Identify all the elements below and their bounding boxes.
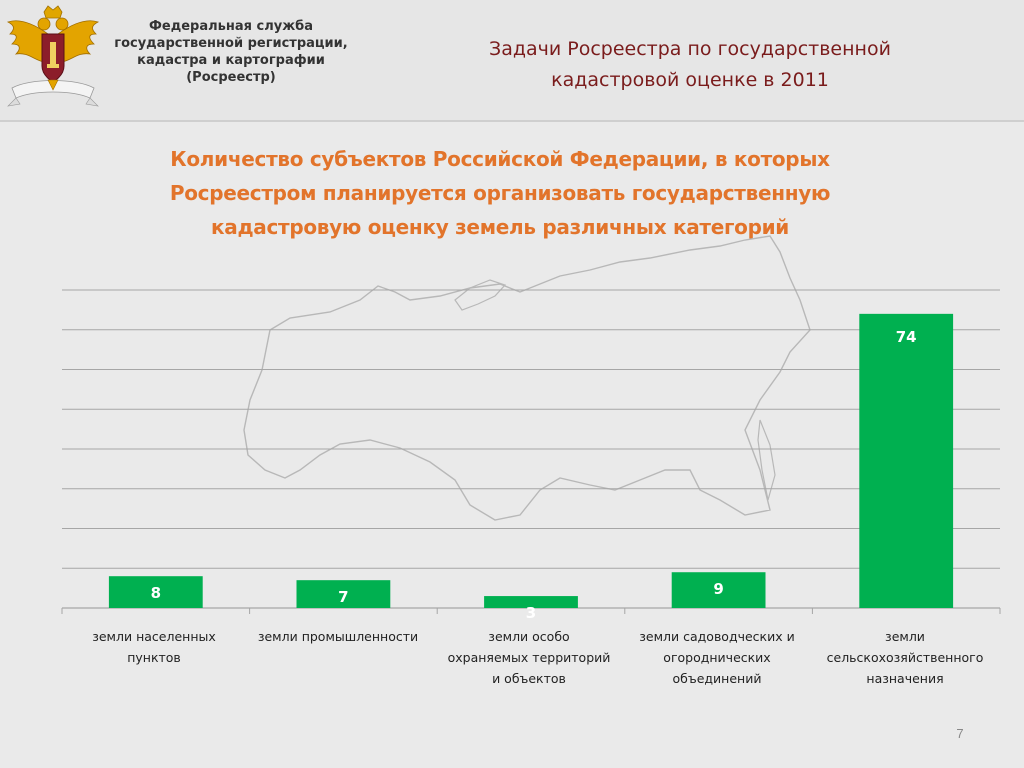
category-label-line: сельскохозяйственного — [826, 650, 984, 665]
chart-title: Количество субъектов Российской Федераци… — [100, 142, 900, 244]
bar-value-label-3: 9 — [713, 580, 723, 598]
category-label-agricultural: земли сельскохозяйственного назначения — [813, 626, 997, 689]
category-label-line: земли садоводческих и — [639, 629, 795, 644]
category-label-gardening: земли садоводческих и огороднических объ… — [625, 626, 809, 689]
chart-title-line-3: кадастровую оценку земель различных кате… — [210, 215, 790, 239]
category-label-line: огороднических — [663, 650, 771, 665]
bar-2 — [484, 596, 578, 608]
gridlines — [62, 289, 1000, 569]
category-label-line: назначения — [866, 671, 944, 686]
bar-value-label-1: 7 — [338, 588, 348, 606]
bar-0 — [108, 576, 203, 608]
slide-title: Задачи Росреестра по государственной кад… — [430, 34, 950, 96]
category-label-line: земли промышленности — [257, 629, 419, 644]
bar-3 — [671, 572, 766, 608]
org-line-3: кадастра и картографии — [137, 53, 325, 68]
bars — [108, 313, 954, 608]
chart-title-line-2: Росреестром планируется организовать гос… — [169, 181, 831, 205]
category-label-line: земли — [885, 629, 925, 644]
rosreestr-emblem-icon — [6, 5, 100, 107]
category-label-line: и объектов — [492, 671, 566, 686]
header-band — [0, 0, 1024, 120]
russia-map-outline — [243, 235, 811, 521]
organization-name: Федеральная служба государственной регис… — [106, 18, 356, 86]
bar-value-label-2: 3 — [526, 604, 536, 622]
bar-1 — [296, 580, 391, 608]
category-label-line: земли населенных — [92, 629, 216, 644]
org-line-2: государственной регистрации, — [114, 36, 348, 51]
page-number: 7 — [956, 726, 964, 741]
slide-title-line-1: Задачи Росреестра по государственной — [489, 38, 891, 60]
sakhalin-outline — [757, 419, 776, 501]
slide-title-line-2: кадастровой оценке в 2011 — [551, 69, 829, 91]
category-label-protected: земли особо охраняемых территорий и объе… — [437, 626, 621, 689]
category-label-settlements: земли населенных пунктов — [62, 626, 246, 668]
header-divider — [0, 120, 1024, 122]
category-label-line: охраняемых территорий — [447, 650, 611, 665]
bar-value-label-4: 74 — [896, 328, 917, 346]
category-label-line: пунктов — [127, 650, 181, 665]
data-labels: 8 7 3 9 74 — [151, 328, 917, 622]
bar-4 — [859, 313, 954, 608]
org-line-4: (Росреестр) — [186, 70, 276, 85]
bar-value-label-0: 8 — [151, 584, 161, 602]
category-label-line: объединений — [672, 671, 762, 686]
category-label-line: земли особо — [488, 629, 570, 644]
org-line-1: Федеральная служба — [149, 19, 313, 34]
category-label-industry: земли промышленности — [246, 626, 430, 647]
chart-title-line-1: Количество субъектов Российской Федераци… — [170, 147, 830, 171]
